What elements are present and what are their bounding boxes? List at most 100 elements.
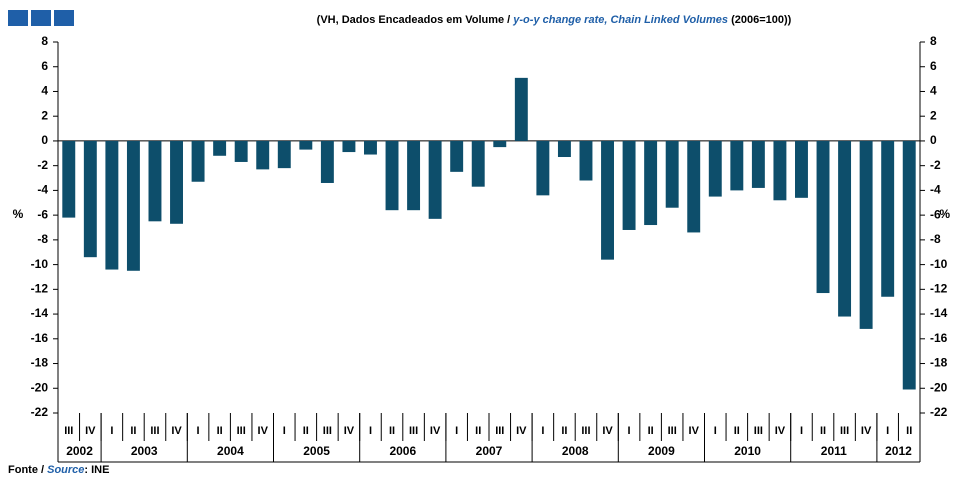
year-label: 2006 xyxy=(389,444,416,458)
bar xyxy=(795,140,808,198)
y-tick-label: -8 xyxy=(37,232,48,246)
y-tick-label: -4 xyxy=(37,183,48,197)
x-tick-label: I xyxy=(886,425,889,437)
bar xyxy=(234,140,248,162)
subtitle-part: y-o-y change rate, Chain Linked Volumes xyxy=(512,14,728,26)
x-tick-label: II xyxy=(130,425,136,437)
source-part: : INE xyxy=(84,464,109,476)
y2-tick-label: 0 xyxy=(930,133,937,147)
y2-tick-label: 4 xyxy=(930,84,937,98)
year-label: 2012 xyxy=(885,444,912,458)
x-tick-label: III xyxy=(495,425,504,437)
year-label: 2007 xyxy=(476,444,503,458)
bar xyxy=(665,140,679,208)
x-tick-label: III xyxy=(581,425,590,437)
y2-tick-label: -16 xyxy=(930,331,948,345)
year-label: 2011 xyxy=(821,444,847,458)
x-tick-label: III xyxy=(64,425,73,437)
x-tick-label: I xyxy=(455,425,458,437)
bar xyxy=(708,140,722,197)
x-tick-label: III xyxy=(840,425,849,437)
x-tick-label: II xyxy=(389,425,395,437)
source-part: Source xyxy=(47,464,84,476)
bar xyxy=(838,140,852,317)
x-tick-label: I xyxy=(283,425,286,437)
y2-tick-label: -20 xyxy=(930,380,948,394)
bar xyxy=(773,140,787,201)
bar xyxy=(62,140,76,218)
bar xyxy=(859,140,873,329)
bar xyxy=(514,77,528,141)
bar xyxy=(751,140,765,188)
y2-tick-label: -10 xyxy=(930,257,948,271)
bar xyxy=(644,140,658,226)
y2-tick-label: -2 xyxy=(930,158,941,172)
x-tick-label: III xyxy=(409,425,418,437)
x-tick-label: IV xyxy=(516,425,527,437)
bar xyxy=(881,140,895,297)
x-tick-label: I xyxy=(714,425,717,437)
bar xyxy=(83,140,97,258)
bar xyxy=(320,140,334,183)
bar xyxy=(536,140,550,196)
bar xyxy=(902,140,916,390)
bar xyxy=(557,140,571,158)
y-tick-label: -12 xyxy=(31,282,49,296)
x-tick-label: IV xyxy=(258,425,269,437)
bar xyxy=(622,140,636,230)
bar xyxy=(407,140,421,211)
bar xyxy=(170,140,183,224)
bar xyxy=(191,140,205,182)
x-tick-label: III xyxy=(754,425,763,437)
bar xyxy=(471,140,485,187)
y2-tick-label: -18 xyxy=(930,356,948,370)
x-tick-label: I xyxy=(800,425,803,437)
x-tick-label: I xyxy=(110,425,113,437)
bar xyxy=(816,140,830,294)
bar xyxy=(450,140,464,172)
year-label: 2002 xyxy=(66,444,93,458)
y-tick-label: 0 xyxy=(41,133,48,147)
x-tick-label: II xyxy=(820,425,826,437)
y2-axis-label: % xyxy=(939,207,950,221)
subtitle-part: (2006=100)) xyxy=(728,14,792,26)
y2-tick-label: 6 xyxy=(930,59,937,73)
subtitle-part: (VH, Dados Encadeados em Volume / xyxy=(317,14,514,26)
bar xyxy=(105,140,119,270)
year-label: 2005 xyxy=(303,444,330,458)
x-tick-label: IV xyxy=(430,425,441,437)
x-tick-label: I xyxy=(541,425,544,437)
y-tick-label: 6 xyxy=(41,59,48,73)
bar xyxy=(364,140,377,155)
bar xyxy=(126,140,140,271)
y2-tick-label: 8 xyxy=(930,34,937,48)
year-label: 2003 xyxy=(131,444,158,458)
bar xyxy=(148,140,162,222)
y-tick-label: -14 xyxy=(31,306,49,320)
y2-tick-label: 2 xyxy=(930,108,937,122)
y-tick-label: 4 xyxy=(41,84,48,98)
x-tick-label: III xyxy=(668,425,677,437)
x-tick-label: II xyxy=(648,425,654,437)
logo-square xyxy=(8,10,28,26)
y2-tick-label: -14 xyxy=(930,306,948,320)
bar xyxy=(342,140,356,153)
bar xyxy=(730,140,744,191)
x-tick-label: III xyxy=(237,425,246,437)
y2-tick-label: -22 xyxy=(930,405,948,419)
bar xyxy=(579,140,593,181)
source-part: Fonte / xyxy=(8,464,47,476)
bar xyxy=(428,140,442,219)
year-label: 2010 xyxy=(734,444,761,458)
x-tick-label: II xyxy=(561,425,567,437)
y-tick-label: -10 xyxy=(31,257,49,271)
x-tick-label: III xyxy=(150,425,159,437)
x-tick-label: IV xyxy=(861,425,872,437)
y-tick-label: -2 xyxy=(37,158,48,172)
year-label: 2004 xyxy=(217,444,244,458)
y-tick-label: -16 xyxy=(31,331,49,345)
x-tick-label: II xyxy=(734,425,740,437)
x-tick-label: I xyxy=(369,425,372,437)
x-tick-label: II xyxy=(217,425,223,437)
